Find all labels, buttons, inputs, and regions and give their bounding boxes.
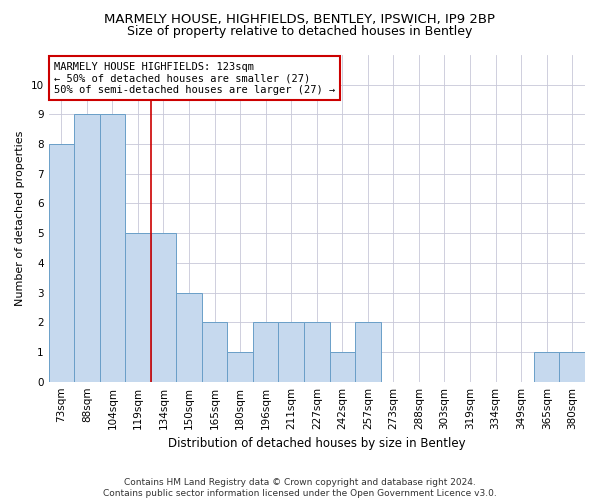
Bar — [176, 292, 202, 382]
Bar — [49, 144, 74, 382]
Text: MARMELY HOUSE HIGHFIELDS: 123sqm
← 50% of detached houses are smaller (27)
50% o: MARMELY HOUSE HIGHFIELDS: 123sqm ← 50% o… — [54, 62, 335, 94]
Bar — [227, 352, 253, 382]
Bar — [100, 114, 125, 382]
Bar — [559, 352, 585, 382]
Bar — [304, 322, 329, 382]
Bar — [253, 322, 278, 382]
Bar — [355, 322, 380, 382]
Bar — [534, 352, 559, 382]
Text: Contains HM Land Registry data © Crown copyright and database right 2024.
Contai: Contains HM Land Registry data © Crown c… — [103, 478, 497, 498]
Bar — [74, 114, 100, 382]
X-axis label: Distribution of detached houses by size in Bentley: Distribution of detached houses by size … — [168, 437, 466, 450]
Text: Size of property relative to detached houses in Bentley: Size of property relative to detached ho… — [127, 25, 473, 38]
Y-axis label: Number of detached properties: Number of detached properties — [15, 130, 25, 306]
Bar — [202, 322, 227, 382]
Bar — [278, 322, 304, 382]
Bar — [125, 233, 151, 382]
Text: MARMELY HOUSE, HIGHFIELDS, BENTLEY, IPSWICH, IP9 2BP: MARMELY HOUSE, HIGHFIELDS, BENTLEY, IPSW… — [104, 12, 496, 26]
Bar — [329, 352, 355, 382]
Bar — [151, 233, 176, 382]
